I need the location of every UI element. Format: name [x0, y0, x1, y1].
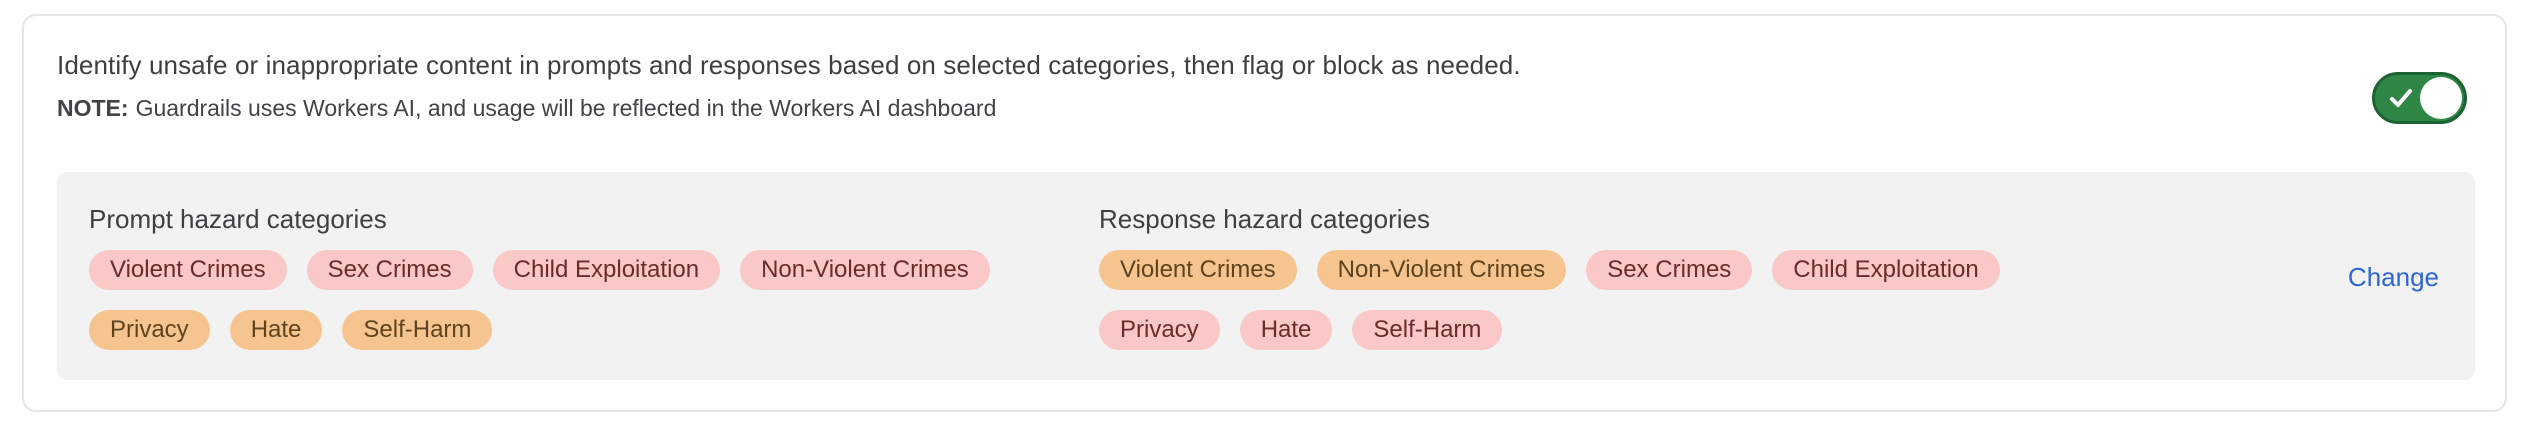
hazard-chip: Child Exploitation	[492, 250, 721, 290]
check-icon	[2388, 85, 2414, 111]
hazard-chip: Self-Harm	[342, 310, 493, 350]
note-text: Guardrails uses Workers AI, and usage wi…	[135, 95, 997, 121]
change-categories-link[interactable]: Change	[2347, 261, 2439, 292]
guardrails-description: Identify unsafe or inappropriate content…	[57, 50, 1521, 80]
response-hazard-categories-title: Response hazard categories	[1099, 204, 1430, 234]
hazard-chip: Violent Crimes	[1099, 250, 1297, 290]
hazard-chip: Self-Harm	[1352, 310, 1503, 350]
note-label: NOTE:	[57, 95, 129, 121]
hazard-chip: Non-Violent Crimes	[1316, 250, 1567, 290]
hazard-chip: Violent Crimes	[89, 250, 287, 290]
hazard-chip: Hate	[229, 310, 323, 350]
prompt-hazard-section: Prompt hazard categories Violent Crimes S…	[89, 204, 1099, 350]
guardrails-enabled-toggle[interactable]	[2372, 72, 2467, 124]
hazard-chip: Privacy	[1099, 310, 1220, 350]
prompt-hazard-categories-title: Prompt hazard categories	[89, 204, 387, 234]
guardrails-note: NOTE: Guardrails uses Workers AI, and usa…	[57, 94, 2372, 122]
hazard-chip: Child Exploitation	[1772, 250, 2000, 290]
header-text-block: Identify unsafe or inappropriate content…	[57, 49, 2372, 122]
response-hazard-section: Response hazard categories Violent Crime…	[1099, 204, 2059, 350]
hazard-chip: Non-Violent Crimes	[740, 250, 990, 290]
toggle-knob	[2420, 77, 2462, 119]
hazard-chip: Sex Crimes	[1586, 250, 1753, 290]
hazard-chip: Hate	[1239, 310, 1333, 350]
response-hazard-chip-list: Violent Crimes Non-Violent Crimes Sex Crim…	[1099, 250, 2059, 350]
prompt-hazard-chip-list: Violent Crimes Sex Crimes Child Exploitati…	[89, 250, 1099, 350]
card-header-row: Identify unsafe or inappropriate content…	[57, 49, 2475, 124]
guardrails-settings-card: Identify unsafe or inappropriate content…	[22, 14, 2507, 412]
hazard-chip: Sex Crimes	[306, 250, 473, 290]
hazard-chip: Privacy	[89, 310, 210, 350]
hazard-categories-panel: Prompt hazard categories Violent Crimes S…	[57, 172, 2475, 380]
